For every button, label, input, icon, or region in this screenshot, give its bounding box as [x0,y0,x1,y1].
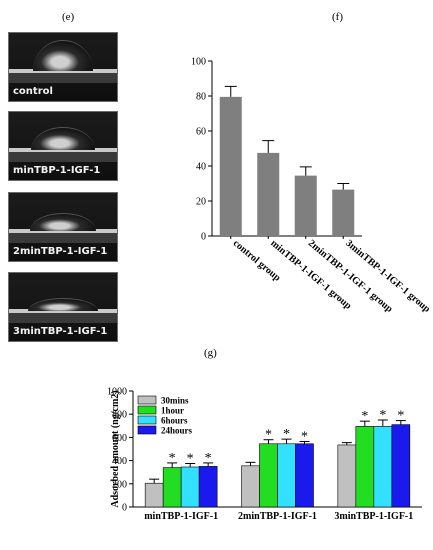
significance-marker: * [379,408,386,423]
bar [294,175,317,236]
substrate [9,152,117,162]
legend-swatch [137,425,157,435]
legend-label: 30mins [161,396,189,406]
water-droplet [31,127,95,150]
y-tick-label: 200 [112,479,127,490]
panel-label-f: (f) [332,11,343,23]
y-tick-label: 400 [112,456,127,467]
substrate-edge [9,148,117,152]
y-tick-label: 800 [112,410,127,421]
legend-swatch [137,395,157,405]
bar [373,426,393,508]
substrate [9,313,117,323]
droplet-photo-3mintbp: 3minTBP-1-IGF-1 [8,272,118,342]
x-tick-label: 2minTBP-1-IGF-1 [238,511,317,522]
y-tick-label: 20 [196,197,206,208]
bar [355,426,375,508]
legend-swatch [137,405,157,415]
photo-caption: 3minTBP-1-IGF-1 [13,326,108,337]
substrate-edge [9,309,117,313]
droplet-photo-mintbp: minTBP-1-IGF-1 [8,111,118,181]
y-tick-label: 600 [112,433,127,444]
water-droplet [28,298,98,311]
photo-caption: control [13,86,53,97]
bar [144,482,164,508]
droplet-photo-control: control [8,32,118,102]
y-tick-label: 0 [201,232,206,243]
bar [219,96,242,236]
bar [198,466,218,508]
significance-marker: * [283,427,290,442]
bar [257,152,280,236]
bar [332,189,355,236]
substrate-edge [9,69,117,73]
significance-marker: * [397,409,404,424]
y-tick-label: 1000 [107,387,127,398]
legend-label: 1hour [161,406,184,416]
significance-marker: * [169,451,176,466]
significance-marker: * [361,409,368,424]
x-tick-label: minTBP-1-IGF-1 [144,511,218,522]
bar [337,444,357,508]
legend-label: 24hours [161,426,193,436]
substrate [9,233,117,243]
bar [162,467,182,508]
water-droplet [30,213,96,231]
significance-marker: * [265,428,272,443]
bar [277,443,296,508]
significance-marker: * [205,451,212,466]
y-tick-label: 60 [196,127,206,138]
bar [241,465,260,508]
y-tick-label: 100 [191,57,206,68]
bar [295,443,314,508]
significance-marker: * [187,452,194,467]
y-tick-label: 80 [196,92,206,103]
bar [391,424,411,508]
y-tick-label: 0 [122,503,127,514]
panel-label-e: (e) [62,11,75,23]
photo-caption: minTBP-1-IGF-1 [13,165,101,176]
x-tick-label: 3minTBP-1-IGF-1 [334,511,413,522]
droplet-photo-2mintbp: 2minTBP-1-IGF-1 [8,192,118,262]
substrate-edge [9,229,117,233]
legend-label: 6hours [161,416,188,426]
photo-caption: 2minTBP-1-IGF-1 [13,246,108,257]
legend-swatch [137,415,157,425]
significance-marker: * [301,429,308,444]
y-tick-label: 40 [196,162,206,173]
bar [259,443,278,508]
substrate [9,73,117,83]
y-axis-label: Adsorbed amount (ng/cm2) [110,390,121,507]
bar [180,466,200,508]
panel-label-g: (g) [204,347,217,359]
